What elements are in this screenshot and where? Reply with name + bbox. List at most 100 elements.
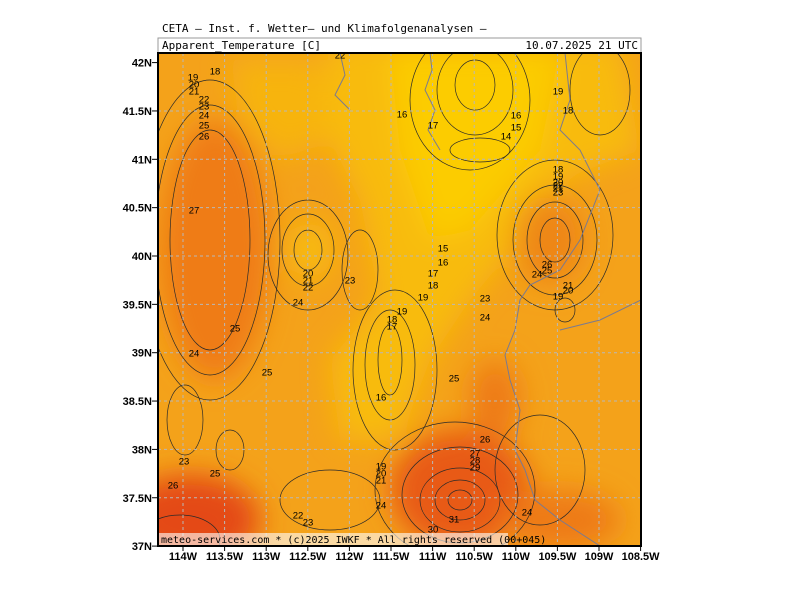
contour-label: 17 [428,121,439,132]
parameter-label: Apparent_Temperature [C] [162,39,321,52]
contour-label: 24 [189,349,200,360]
contour-label: 19 [376,462,387,473]
contour-label: 20 [189,80,200,91]
longitude-label: 114W [169,551,198,563]
contour-label: 19 [553,292,564,303]
latitude-label: 39.5N [123,299,152,311]
contour-label: 22 [199,95,210,106]
contour-label: 18 [563,106,574,117]
contour-label: 25 [542,266,553,277]
contour-label: 16 [511,111,522,122]
latitude-label: 41N [132,154,152,166]
contour-label: 22 [303,283,314,294]
contour-label: 18 [428,281,439,292]
graticule [158,53,641,546]
contour-label: 17 [387,322,398,333]
contour-label: 20 [553,178,564,189]
contour-label: 25 [262,368,273,379]
contour-label: 19 [188,73,199,84]
contour-label: 18 [553,165,564,176]
contour-label: 30 [428,525,439,536]
contour-label: 25 [210,469,221,480]
contour-label: 26 [542,260,553,271]
contour-labels: 1819202122232425262722161716151419181819… [168,51,574,536]
contour-label: 23 [303,518,314,529]
contour-label: 23 [179,457,190,468]
latitude-label: 38.5N [123,396,152,408]
contour-label: 23 [345,276,356,287]
contour-label: 16 [376,393,387,404]
contour-label: 26 [199,132,210,143]
contour-label: 26 [480,435,491,446]
contour-label: 26 [168,481,179,492]
contour-label: 21 [376,476,387,487]
longitude-label: 109W [585,551,614,563]
contour-label: 18 [210,67,221,78]
longitude-label: 113.5W [206,551,244,563]
latitude-label: 40N [132,251,152,263]
contour-label: 24 [376,501,387,512]
contour-label: 20 [376,469,387,480]
contour-label: 21 [189,87,200,98]
contour-label: 19 [397,307,408,318]
contour-label: 25 [230,324,241,335]
axis-labels: 42N 41.5N 41N 40.5N 40N 39.5N 39N 38.5N 38N 37.5N… [123,58,661,563]
contour-label: 24 [199,111,210,122]
contour-label: 20 [303,269,314,280]
contour-label: 31 [449,515,460,526]
map-area: 1819202122232425262722161716151419181819… [158,51,641,546]
contour-label: 19 [553,172,564,183]
contour-label: 24 [532,270,543,281]
latitude-label: 37N [132,541,152,553]
latitude-label: 40.5N [123,203,152,215]
contour-label: 19 [418,293,429,304]
longitude-label: 111W [419,551,447,563]
latitude-label: 39N [132,348,152,360]
contour-label: 27 [470,449,481,460]
latitude-label: 37.5N [123,493,152,505]
latitude-label: 42N [132,58,152,70]
contour-label: 14 [501,132,512,143]
longitude-label: 113W [252,551,281,563]
contour-label: 19 [553,87,564,98]
latitude-label: 41.5N [123,106,152,118]
contour-label: 23 [553,188,564,199]
valid-time: 10.07.2025 21 UTC [525,39,638,52]
contour-label: 25 [199,121,210,132]
contour-label: 28 [470,456,481,467]
contour-label: 24 [293,298,304,309]
contour-label: 22 [553,181,564,192]
longitude-label: 110W [502,551,531,563]
longitude-label: 110.5W [456,551,494,563]
longitude-label: 108.5W [622,551,661,563]
contour-label: 15 [511,123,522,134]
contour-label: 24 [480,313,491,324]
contour-label: 27 [189,206,200,217]
contour-label: 16 [438,258,449,269]
credit-box [158,533,508,546]
contour-label: 18 [387,315,398,326]
contour-label: 21 [553,184,564,195]
contour-label: 15 [438,244,449,255]
contour-label: 22 [335,51,346,62]
contour-label: 17 [428,269,439,280]
contour-label: 21 [563,281,574,292]
longitude-label: 112.5W [289,551,327,563]
contour-label: 21 [303,276,314,287]
contour-label: 24 [522,508,533,519]
longitude-label: 109.5W [538,551,577,563]
contour-label: 23 [199,102,210,113]
contour-label: 22 [293,511,304,522]
latitude-label: 38N [132,444,152,456]
contour-label: 25 [449,374,460,385]
contour-label: 23 [480,294,491,305]
contour-label: 16 [397,110,408,121]
contour-label: 20 [563,286,574,297]
credit: meteo-services.com * (c)2025 IWKF * All … [161,535,546,546]
longitude-label: 112W [335,551,364,563]
contour-label: 29 [470,463,481,474]
map-frame [157,52,642,547]
longitude-label: 111.5W [373,551,410,563]
map-title: CETA — Inst. f. Wetter— und Klimafolgena… [162,22,487,35]
